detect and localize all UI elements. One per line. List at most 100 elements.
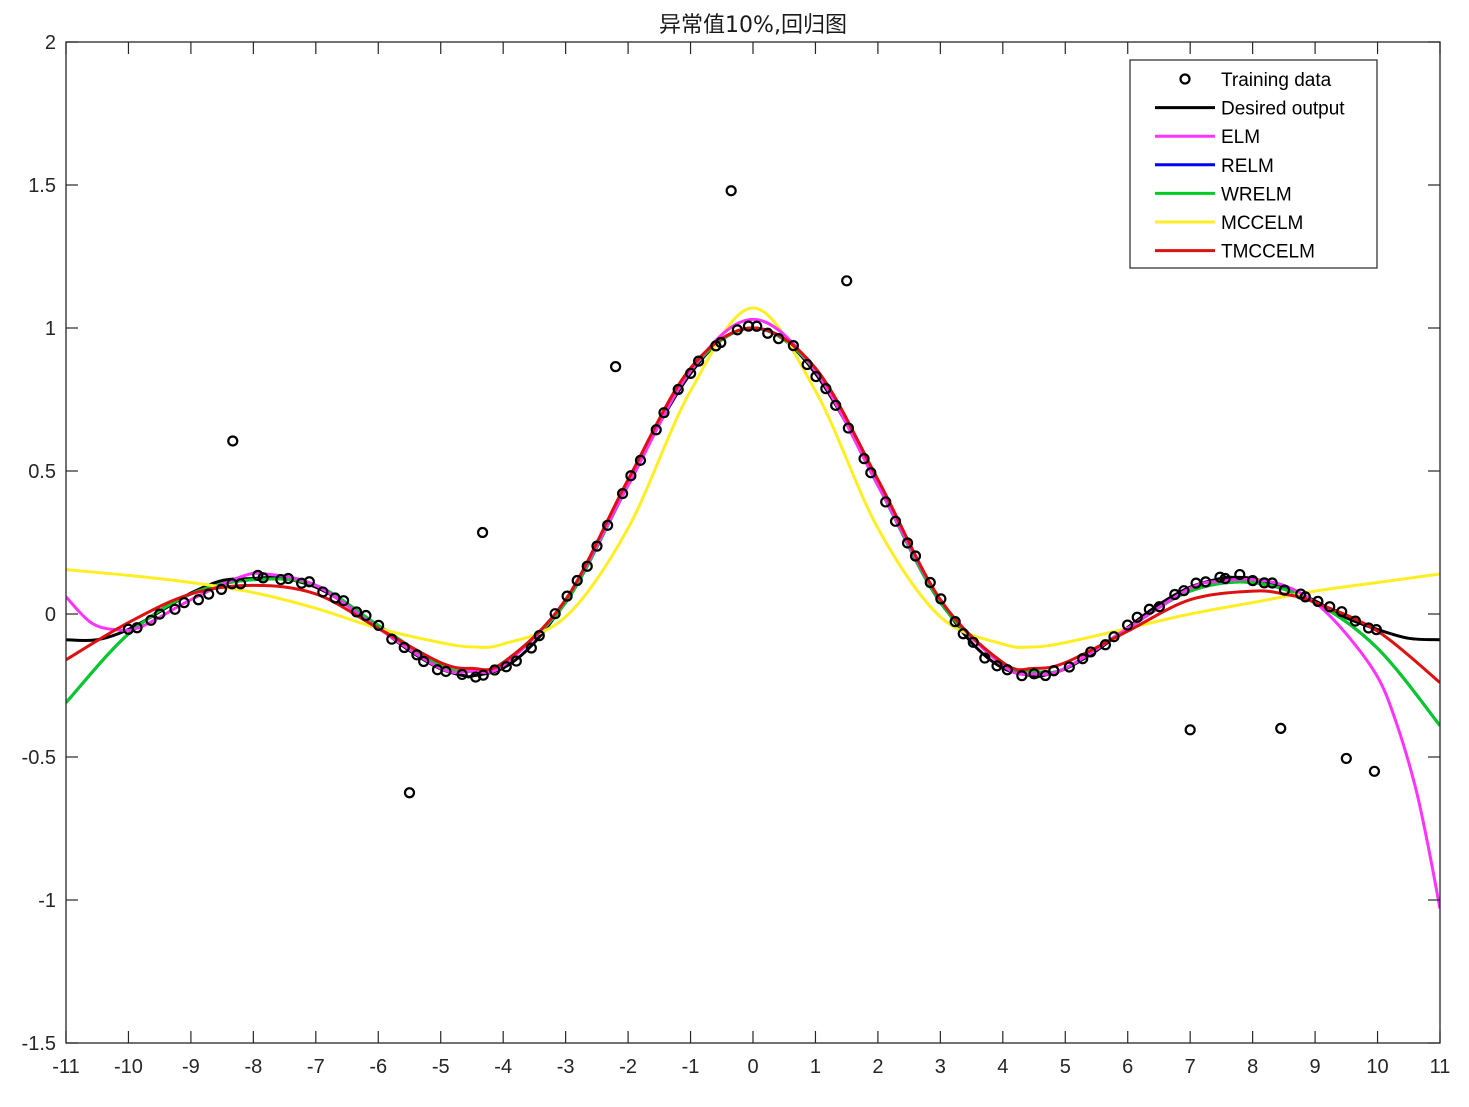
legend-marker-training <box>1179 73 1191 85</box>
y-tick-label: -1.5 <box>22 1033 56 1055</box>
training-point <box>787 340 799 352</box>
training-point <box>1312 595 1324 607</box>
x-tick-label: -5 <box>432 1056 450 1078</box>
training-point <box>549 608 561 620</box>
training-point <box>842 422 854 434</box>
legend-label: MCCELM <box>1221 213 1303 234</box>
training-point <box>889 515 902 527</box>
training-point <box>865 467 877 479</box>
training-point <box>386 633 398 645</box>
training-point <box>1214 571 1226 583</box>
x-tick-label: 5 <box>1060 1056 1071 1078</box>
series-line-tmccelm <box>66 326 1440 684</box>
legend-label: Training data <box>1221 70 1332 91</box>
legend-label: Desired output <box>1221 99 1345 120</box>
training-point <box>350 606 363 618</box>
training-point <box>178 597 190 609</box>
training-point <box>317 586 329 598</box>
training-point <box>967 636 979 648</box>
training-point <box>1247 575 1259 587</box>
series-layer <box>66 306 1440 909</box>
training-point <box>1219 572 1231 585</box>
x-tick-label: 7 <box>1185 1056 1196 1078</box>
x-tick-label: -1 <box>682 1056 700 1078</box>
x-tick-label: 4 <box>997 1056 1008 1078</box>
training-point <box>1266 577 1278 589</box>
training-point <box>192 594 204 606</box>
training-point <box>257 572 269 584</box>
training-point <box>1121 619 1134 631</box>
training-points <box>122 185 1382 799</box>
x-tick-label: 2 <box>872 1056 883 1078</box>
training-point <box>1001 664 1013 676</box>
training-point <box>1278 584 1291 596</box>
training-point <box>1099 639 1112 651</box>
x-tick-label: -7 <box>307 1056 325 1078</box>
axes <box>65 41 1441 1044</box>
training-point <box>581 560 593 572</box>
training-point <box>1324 601 1336 613</box>
training-point <box>1178 585 1190 597</box>
series-line-relm <box>66 326 1440 727</box>
training-point <box>1063 661 1075 673</box>
x-tick-label: -10 <box>114 1056 143 1078</box>
training-point <box>510 655 522 667</box>
training-point <box>751 320 763 332</box>
x-tick-label: 9 <box>1310 1056 1321 1078</box>
legend-label: TMCCELM <box>1221 242 1315 263</box>
training-point <box>858 453 870 465</box>
outlier-point <box>476 526 489 539</box>
training-point <box>440 665 452 678</box>
training-point <box>418 655 430 668</box>
training-point <box>1153 601 1165 613</box>
x-tick-label: 8 <box>1247 1056 1258 1078</box>
x-tick-label: 3 <box>935 1056 946 1078</box>
training-point <box>830 399 842 411</box>
training-point <box>820 383 832 395</box>
training-point <box>909 550 922 562</box>
training-point <box>715 336 727 349</box>
training-point <box>1234 568 1246 581</box>
training-point <box>935 593 947 605</box>
training-point <box>949 616 961 628</box>
training-point <box>1108 631 1120 643</box>
training-point <box>762 327 774 339</box>
training-point <box>617 487 629 500</box>
training-point <box>1085 646 1097 658</box>
training-point <box>154 608 166 620</box>
training-point <box>131 622 143 634</box>
outlier-point <box>1368 765 1381 777</box>
training-point <box>215 583 228 595</box>
x-tick-label: -11 <box>52 1056 79 1078</box>
x-tick-label: 1 <box>810 1056 821 1078</box>
training-point <box>991 660 1003 672</box>
legend-label: RELM <box>1221 156 1274 177</box>
training-point <box>296 577 308 589</box>
outlier-point <box>1275 722 1287 735</box>
training-point <box>571 574 583 587</box>
training-point <box>373 619 385 631</box>
training-point <box>235 578 247 590</box>
training-point <box>634 454 647 466</box>
training-point <box>561 590 573 602</box>
training-point <box>602 519 614 531</box>
training-point <box>1048 665 1060 677</box>
y-tick-label: 0 <box>45 604 56 626</box>
training-point <box>650 424 662 436</box>
training-point <box>282 572 294 585</box>
training-point <box>477 669 489 681</box>
training-point <box>924 576 936 589</box>
training-point <box>145 614 157 626</box>
training-point <box>525 642 537 654</box>
training-point <box>731 324 743 336</box>
x-tick-label: -4 <box>494 1056 512 1078</box>
training-point <box>1039 669 1052 682</box>
training-point <box>1336 606 1348 618</box>
training-point <box>275 573 287 586</box>
outlier-point <box>227 435 239 447</box>
training-point <box>303 576 315 588</box>
training-point <box>957 628 969 640</box>
outlier-point <box>1340 752 1352 765</box>
training-point <box>672 383 684 396</box>
y-tick-label: -0.5 <box>22 747 56 769</box>
